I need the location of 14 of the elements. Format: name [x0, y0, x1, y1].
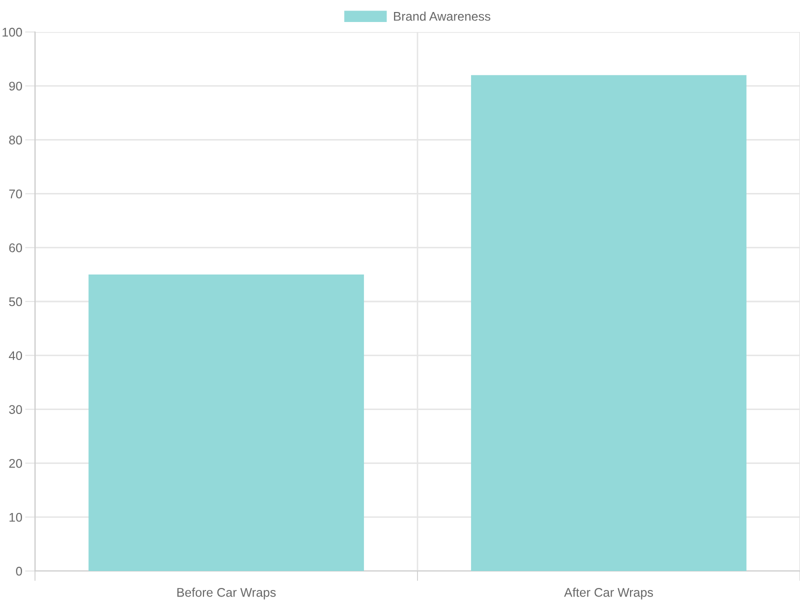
- legend-label: Brand Awareness: [394, 12, 490, 21]
- y-tick-label: 20: [9, 459, 22, 468]
- y-tick-label: 10: [10, 512, 22, 522]
- y-tick-label: 0: [16, 566, 22, 576]
- y-tick-label: 30: [9, 405, 22, 414]
- y-tick-label: 70: [9, 190, 22, 198]
- x-tick-label: Before Car Wraps: [177, 588, 276, 600]
- y-tick-label: 100: [2, 28, 22, 37]
- y-tick-label: 40: [8, 351, 22, 360]
- y-tick-label: 90: [9, 82, 22, 91]
- y-tick-label: 60: [9, 243, 22, 252]
- x-tick-label: After Car Wraps: [564, 588, 653, 600]
- y-tick-label: 50: [9, 297, 22, 306]
- y-tick-label: 80: [9, 136, 22, 144]
